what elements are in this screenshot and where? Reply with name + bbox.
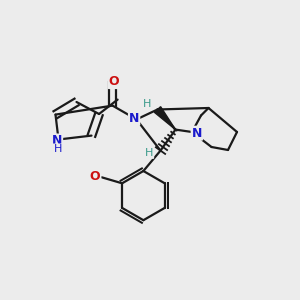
Text: H: H: [145, 148, 153, 158]
Text: O: O: [90, 169, 101, 183]
Text: N: N: [52, 134, 62, 148]
Polygon shape: [154, 107, 176, 130]
Text: H: H: [53, 144, 62, 154]
Text: N: N: [129, 112, 139, 125]
Text: O: O: [109, 75, 119, 88]
Text: N: N: [192, 127, 202, 140]
Text: H: H: [143, 99, 151, 109]
